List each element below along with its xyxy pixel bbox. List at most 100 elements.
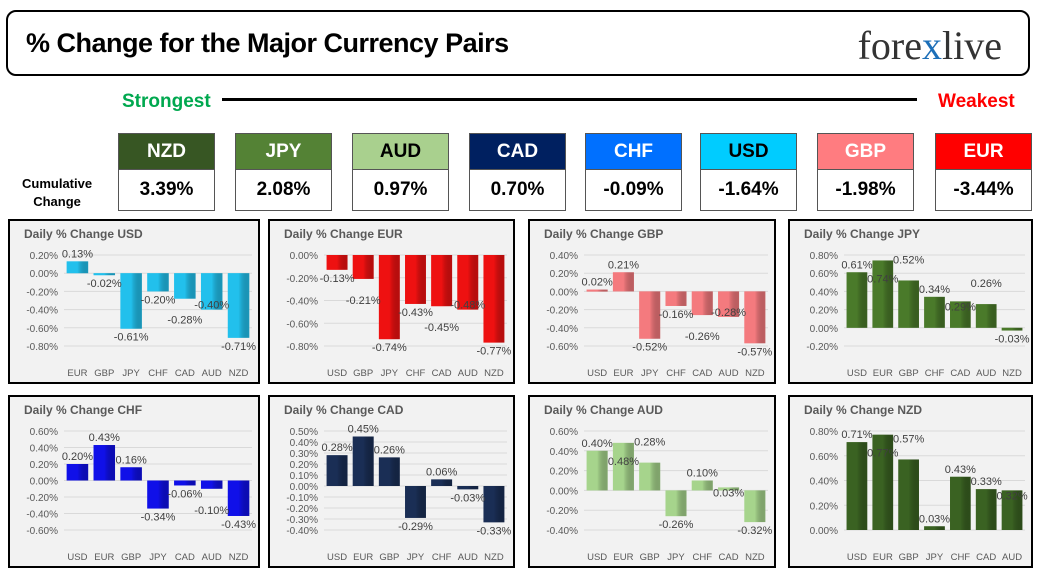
data-label: -0.16% (659, 309, 694, 321)
chart-title: Daily % Change JPY (804, 227, 921, 241)
bar-shading (898, 459, 919, 530)
data-label: -0.29% (398, 521, 433, 533)
bar-chart: 0.00% 0.20% 0.40% 0.60% 0.80% USD EUR GBP JPY CHF… (810, 427, 1028, 563)
currency-name: CHF (585, 133, 682, 170)
cumulative-value: 2.08% (235, 170, 332, 211)
chart-nzd: 0.00% 0.20% 0.40% 0.60% 0.80% USD EUR GBP JPY CHF… (788, 395, 1033, 568)
bar-shading (665, 490, 687, 517)
data-label: -0.71% (221, 341, 256, 353)
y-tick-label: 0.10% (290, 471, 318, 482)
bar-shading (612, 272, 634, 292)
y-tick-label: 0.20% (550, 269, 578, 280)
data-label: 0.45% (348, 424, 379, 436)
x-tick-label: AUD (458, 552, 478, 563)
data-label: 0.43% (945, 464, 976, 476)
y-tick-label: -0.20% (546, 506, 578, 517)
bar-chart: -0.60% -0.40% -0.20% 0.00% 0.20% 0.40% 0.60% US… (26, 427, 256, 563)
data-label: -0.57% (737, 346, 772, 358)
data-label: -0.34% (141, 512, 176, 524)
x-tick-label: NZD (1002, 368, 1022, 379)
bar-shading (872, 260, 894, 328)
data-label: -0.74% (372, 342, 407, 354)
data-label: -0.77% (476, 346, 511, 358)
x-tick-label: EUR (873, 552, 893, 563)
bar-shading (431, 255, 453, 307)
chart-title: Daily % Change CAD (284, 403, 404, 417)
y-tick-label: 0.00% (810, 324, 838, 335)
x-tick-label: CAD (692, 368, 712, 379)
bar-shading (872, 434, 894, 530)
bar-shading (639, 291, 661, 339)
data-label: 0.29% (945, 301, 976, 313)
y-tick-label: -0.80% (286, 342, 318, 353)
data-label: 0.28% (321, 442, 352, 454)
cumulative-value: -3.44% (935, 170, 1032, 211)
currency-name: JPY (235, 133, 332, 170)
data-label: 0.34% (919, 284, 950, 296)
y-tick-label: 0.80% (810, 251, 838, 262)
bar-shading (93, 445, 116, 481)
y-tick-label: 0.40% (810, 477, 838, 488)
y-tick-label: -0.20% (26, 493, 58, 504)
currency-rank-jpy: JPY 2.08% (235, 133, 332, 211)
x-tick-label: USD (327, 552, 347, 563)
y-tick-label: 0.20% (550, 467, 578, 478)
bar-shading (691, 291, 713, 316)
data-label: 0.26% (374, 444, 405, 456)
y-tick-label: 0.20% (810, 501, 838, 512)
cumulative-change-label: Cumulative Change (22, 175, 92, 211)
bar-shading (639, 462, 661, 491)
data-label: 0.26% (971, 278, 1002, 290)
chart-title: Daily % Change USD (24, 227, 143, 241)
y-tick-label: 0.00% (30, 269, 58, 280)
x-tick-label: CHF (666, 368, 686, 379)
bar-chart: -0.40%-0.30%-0.20%-0.10%0.00%0.10%0.20%0… (286, 424, 511, 564)
y-tick-label: 0.00% (290, 482, 318, 493)
bar-shading (744, 490, 766, 523)
x-tick-label: GBP (379, 552, 399, 563)
data-label: -0.20% (141, 294, 176, 306)
currency-rank-cad: CAD 0.70% (469, 133, 566, 211)
currency-rank-eur: EUR -3.44% (935, 133, 1032, 211)
y-tick-label: 0.40% (810, 287, 838, 298)
y-tick-label: -0.20% (286, 274, 318, 285)
bar-shading (405, 255, 426, 304)
x-tick-label: CAD (719, 552, 739, 563)
bar-shading (227, 273, 250, 338)
bar-chart: -0.40% -0.20% 0.00% 0.20% 0.40% 0.60% USD EUR GB… (546, 427, 772, 563)
y-tick-label: 0.40% (550, 251, 578, 262)
currency-name: NZD (118, 133, 215, 170)
chart-title: Daily % Change EUR (284, 227, 403, 241)
x-tick-label: JPY (149, 552, 167, 563)
x-tick-label: AUD (458, 368, 478, 379)
x-tick-label: GBP (121, 552, 141, 563)
data-label: -0.28% (711, 307, 746, 319)
x-tick-label: USD (587, 552, 607, 563)
x-tick-label: GBP (353, 368, 373, 379)
data-label: 0.13% (62, 248, 93, 260)
data-label: 0.77% (867, 448, 898, 460)
bar-shading (326, 455, 348, 486)
data-label: 0.20% (62, 451, 93, 463)
data-label: 0.52% (893, 254, 924, 266)
x-tick-label: NZD (229, 552, 249, 563)
y-tick-label: 0.20% (30, 251, 58, 262)
y-tick-label: -0.60% (286, 319, 318, 330)
x-tick-label: CHF (432, 552, 452, 563)
bar-shading (147, 480, 169, 509)
chart-title: Daily % Change NZD (804, 403, 923, 417)
x-tick-label: GBP (899, 552, 919, 563)
cumulative-value: 0.70% (469, 170, 566, 211)
data-label: -0.32% (737, 525, 772, 537)
bar-shading (975, 489, 997, 530)
bar-shading (457, 486, 479, 490)
y-tick-label: -0.60% (26, 526, 58, 537)
currency-rank-gbp: GBP -1.98% (817, 133, 914, 211)
y-tick-label: -0.80% (26, 342, 58, 353)
y-tick-label: -0.40% (546, 526, 578, 537)
y-tick-label: 0.20% (30, 460, 58, 471)
x-tick-label: AUD (202, 368, 222, 379)
bar-shading (950, 301, 971, 328)
chart-jpy: -0.20% 0.00% 0.20% 0.40% 0.60% 0.80% USD EUR GBP… (788, 219, 1033, 384)
currency-name: USD (700, 133, 797, 170)
